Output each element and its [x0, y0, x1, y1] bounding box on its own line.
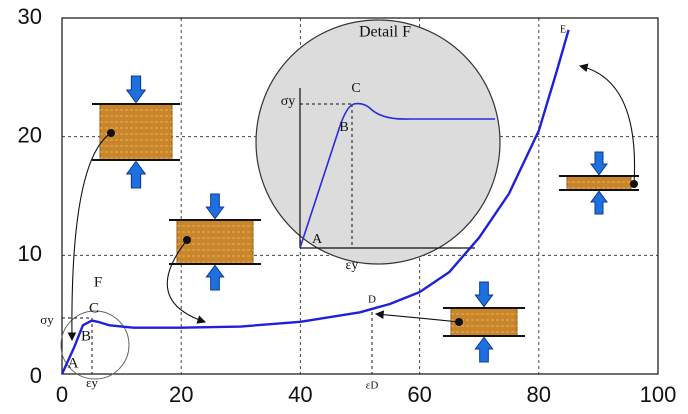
y-tick-label: 20: [18, 122, 42, 147]
x-tick-label: 80: [527, 382, 551, 407]
icons: [67, 63, 639, 363]
detail-circle-small: [60, 310, 130, 380]
annotation: A: [68, 355, 79, 371]
inset-circle: [255, 19, 501, 265]
specimen-icon: [443, 281, 525, 363]
annotation: B: [81, 328, 91, 344]
annotation: E: [560, 24, 566, 35]
y-tick-label: 10: [18, 241, 42, 266]
annotation: D: [368, 294, 376, 306]
detail-label: εy: [346, 258, 359, 273]
detail-label: A: [312, 232, 323, 247]
x-tick-label: 60: [407, 382, 431, 407]
specimen-icon: [559, 151, 639, 215]
pointer: [374, 310, 460, 323]
detail-inset: [255, 19, 501, 265]
arrow: [590, 151, 608, 176]
detail-title: Detail F: [359, 24, 411, 41]
arrow: [590, 190, 608, 215]
plot-frame: [61, 17, 659, 375]
annotation: C: [89, 300, 99, 316]
annotation: εy: [86, 375, 98, 390]
x-tick-label: 20: [169, 382, 193, 407]
pointer: [67, 132, 112, 342]
guides: [62, 312, 373, 374]
y-tick-label: 30: [18, 4, 42, 29]
arrow: [205, 264, 225, 291]
detail-label: C: [351, 81, 360, 96]
arrow: [205, 193, 225, 220]
detail-label: B: [339, 120, 348, 135]
annotation: F: [94, 274, 102, 290]
arrow: [125, 160, 147, 189]
marks: [60, 29, 570, 375]
specimen-icon: [92, 75, 180, 189]
annotation: εD: [366, 380, 379, 392]
arrow: [125, 75, 147, 104]
curve: [60, 29, 570, 375]
annotation: σy: [40, 312, 54, 327]
y-tick-label: 0: [30, 363, 42, 388]
inset-curve: [299, 102, 495, 249]
arrow: [474, 336, 494, 363]
x-tick-label: 0: [56, 382, 68, 407]
x-tick-label: 40: [288, 382, 312, 407]
pointer: [166, 239, 207, 324]
arrow: [474, 281, 494, 308]
detail-label: σy: [281, 94, 296, 109]
x-tick-label: 100: [640, 382, 677, 407]
pointer: [578, 63, 636, 185]
